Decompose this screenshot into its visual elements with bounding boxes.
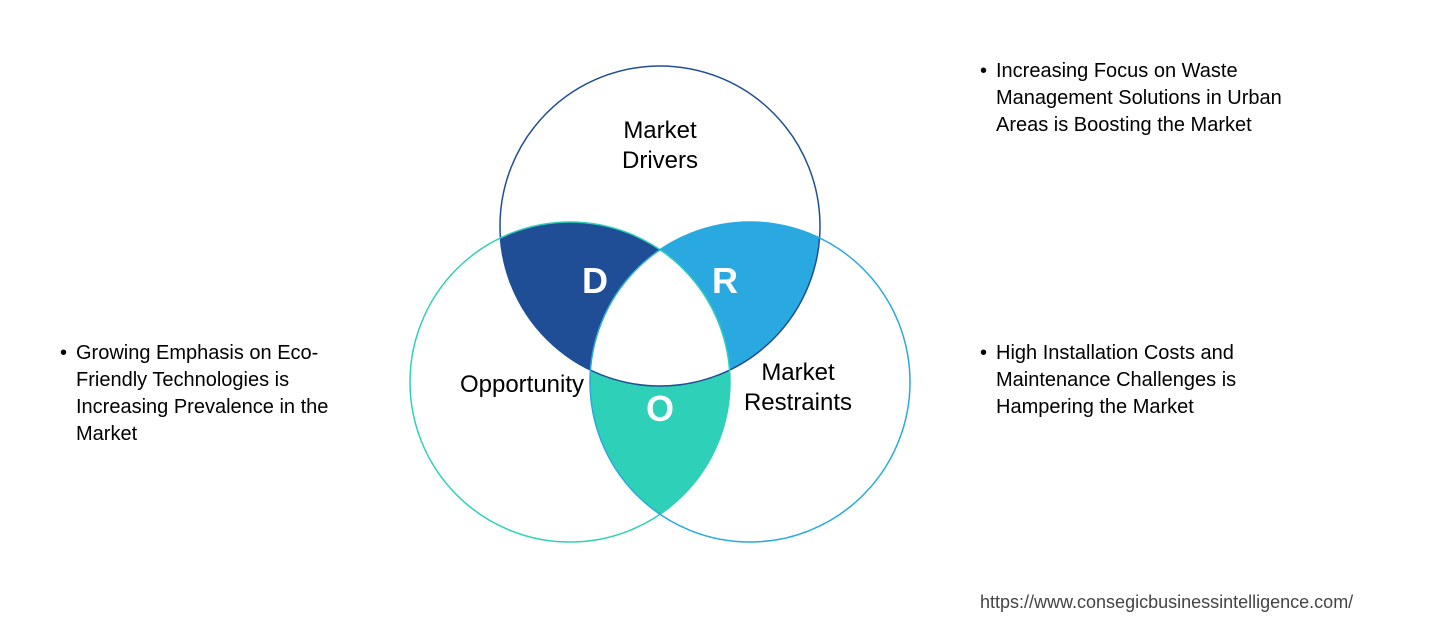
- label-opportunity: Opportunity: [432, 370, 612, 400]
- bullet-restraints: High Installation Costs and Maintenance …: [980, 340, 1320, 421]
- bullet-drivers: Increasing Focus on Waste Management Sol…: [980, 58, 1320, 139]
- bullet-opportunity: Growing Emphasis on Eco-Friendly Technol…: [60, 340, 360, 448]
- bullet-restraints-item: High Installation Costs and Maintenance …: [980, 340, 1320, 421]
- letter-restraints: R: [705, 260, 745, 302]
- bullet-opportunity-item: Growing Emphasis on Eco-Friendly Technol…: [60, 340, 360, 448]
- letter-drivers: D: [575, 260, 615, 302]
- footer-url: https://www.consegicbusinessintelligence…: [980, 592, 1353, 613]
- letter-opportunity: O: [640, 388, 680, 430]
- label-restraints: MarketRestraints: [708, 358, 888, 418]
- bullet-drivers-item: Increasing Focus on Waste Management Sol…: [980, 58, 1320, 139]
- label-drivers: MarketDrivers: [570, 116, 750, 176]
- venn-diagram: MarketDrivers Opportunity MarketRestrain…: [360, 40, 960, 580]
